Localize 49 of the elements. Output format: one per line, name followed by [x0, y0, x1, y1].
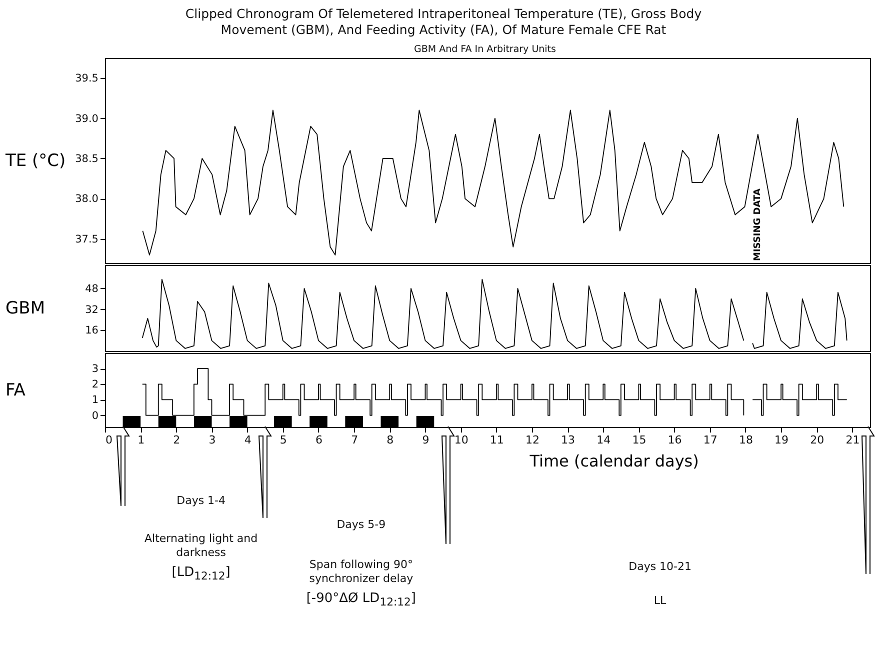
x-tick-label: 11 [490, 434, 504, 446]
x-tick-label: 16 [668, 434, 682, 446]
y-tick-label: 38.0 [75, 193, 98, 206]
chart-title: Clipped Chronogram Of Telemetered Intraperitoneal Temperature (TE), Gross Body Movement (GBM), And Feeding Activity (FA), Of Mature Female CFE Rat [184, 6, 703, 38]
x-tick-label: 2 [173, 434, 180, 446]
y-tick-label: 32 [85, 304, 98, 316]
x-tick-label: 17 [703, 434, 718, 446]
text: LL [654, 594, 666, 608]
text: Days 10-21 [628, 560, 692, 574]
x-tick-label: 19 [774, 434, 789, 446]
y-tick-label: 0 [92, 410, 98, 422]
x-axis-title: Time (calendar days) [528, 452, 699, 470]
x-tick-label: 6 [315, 434, 322, 446]
y-tick-label: 39.0 [75, 112, 98, 125]
y-tick-label: 39.5 [75, 72, 98, 85]
x-tick-label: 8 [386, 434, 394, 446]
text: Alternating light and darkness [144, 532, 259, 560]
y-tick-label: 3 [92, 363, 98, 376]
text: Days 5-9 [336, 518, 386, 532]
x-tick-label: 20 [810, 434, 824, 446]
x-tick-label: 0 [106, 434, 112, 446]
x-tick-label: 10 [454, 434, 468, 446]
y-tick-label: 48 [85, 282, 98, 295]
x-tick-label: 7 [351, 434, 358, 446]
text: Span following 90° synchronizer delay [308, 558, 414, 586]
x-tick-label: 5 [280, 434, 287, 446]
y-axis-title: TE (°C) [4, 151, 66, 171]
y-tick-label: 38.5 [75, 152, 98, 165]
x-tick-label: 18 [738, 434, 753, 446]
chart-subtitle: GBM And FA In Arbitrary Units [413, 44, 557, 55]
y-axis-title: FA [6, 380, 26, 400]
x-tick-label: 21 [846, 434, 860, 446]
x-tick-label: 14 [596, 434, 611, 446]
x-tick-label: 1 [138, 434, 145, 446]
annotation: MISSING DATA [752, 188, 764, 261]
y-axis-title: GBM [6, 298, 46, 318]
text: [-90°ΔØ LD$_{12:12}$] [306, 591, 416, 610]
x-tick-label: 15 [632, 434, 646, 446]
y-tick-label: 37.5 [75, 233, 98, 246]
y-tick-label: 16 [85, 324, 99, 337]
text: Days 1-4 [176, 494, 226, 508]
x-tick-label: 12 [525, 434, 540, 446]
x-tick-label: 4 [244, 434, 252, 446]
y-tick-label: 2 [92, 378, 98, 391]
x-tick-label: 13 [561, 434, 576, 446]
x-tick-label: 3 [208, 434, 216, 446]
text: [LD$_{12:12}$] [172, 565, 230, 584]
y-tick-label: 1 [92, 394, 98, 406]
x-tick-label: 9 [422, 434, 430, 446]
